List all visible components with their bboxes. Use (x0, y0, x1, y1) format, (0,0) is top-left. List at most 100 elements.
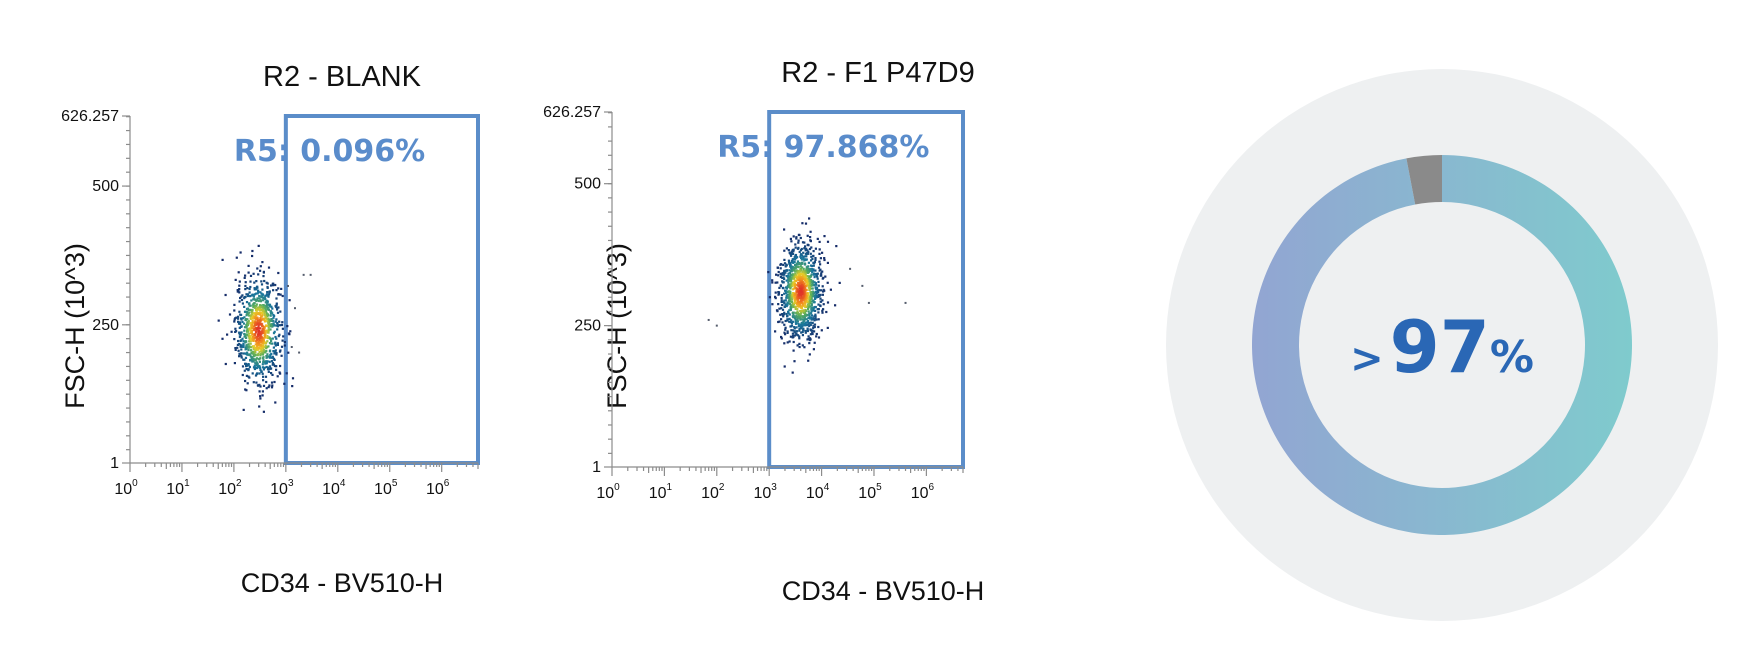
event-dot (798, 335, 801, 338)
event-dot (285, 372, 288, 375)
event-dot (268, 356, 271, 359)
event-dot (817, 266, 821, 269)
event-dot (242, 340, 245, 343)
event-dot (245, 363, 248, 366)
event-dot (265, 305, 268, 308)
event-dot (821, 309, 824, 312)
event-dot (793, 295, 796, 298)
event-dot (245, 344, 248, 347)
event-dot (804, 255, 807, 258)
x-tick-label: 102 (701, 482, 725, 502)
event-dot (251, 360, 254, 363)
event-dot (807, 250, 810, 253)
event-dot (256, 316, 259, 319)
event-dot (259, 291, 262, 294)
event-dot (270, 381, 274, 384)
event-dot (263, 366, 266, 369)
event-dot (247, 368, 250, 371)
event-dot (800, 306, 803, 309)
event-dot (794, 270, 797, 273)
event-dot (267, 322, 270, 325)
event-dot (267, 355, 270, 358)
event-dot (788, 320, 791, 323)
event-dot (243, 326, 247, 329)
event-dot (265, 324, 268, 327)
event-dot (785, 312, 788, 316)
event-dot (793, 327, 796, 330)
event-dot (806, 300, 809, 303)
event-dot (235, 330, 238, 333)
event-dot (270, 372, 273, 375)
event-dot (257, 337, 260, 341)
event-dot (794, 274, 797, 277)
event-dot (817, 295, 820, 298)
event-dot (247, 330, 250, 333)
event-dot (787, 275, 790, 278)
event-dot (796, 272, 799, 275)
event-dot (273, 380, 276, 384)
event-dot (785, 264, 788, 267)
event-dot (805, 279, 808, 282)
event-dot (261, 293, 264, 297)
event-dot (279, 310, 282, 313)
event-dot (791, 371, 794, 374)
event-dot (787, 259, 790, 262)
event-dot (257, 313, 260, 316)
event-dot (233, 362, 236, 365)
event-dot (249, 335, 252, 338)
event-dot (794, 307, 797, 310)
event-dot (240, 298, 244, 302)
event-dot (808, 280, 811, 283)
x-tick-label: 101 (649, 482, 673, 502)
y-tick-label: 500 (574, 176, 601, 193)
event-dot (806, 275, 809, 278)
event-dot (252, 360, 255, 363)
event-dot (238, 291, 241, 294)
event-dot (781, 321, 784, 324)
event-dot (826, 281, 829, 284)
event-dot (252, 298, 255, 301)
event-dot (817, 289, 821, 292)
event-dot (239, 334, 242, 337)
event-dot (826, 240, 830, 243)
event-dot (262, 275, 265, 278)
event-dot (260, 336, 263, 339)
event-dot (783, 302, 786, 305)
event-dot (814, 286, 817, 289)
event-dot (806, 234, 809, 237)
event-dot (276, 375, 279, 378)
event-dot (810, 264, 813, 267)
event-dot (780, 335, 783, 339)
event-dot (276, 323, 279, 326)
event-dot (238, 342, 241, 346)
event-dot (254, 306, 257, 309)
gate-r5-label: R5: 97.868% (717, 130, 929, 165)
event-dot (782, 313, 786, 316)
event-dot (240, 295, 243, 298)
event-dot (262, 299, 265, 302)
event-dot (793, 360, 796, 363)
event-dot (271, 337, 274, 340)
event-dot (799, 323, 803, 326)
event-dot (291, 377, 295, 380)
event-dot (801, 325, 804, 328)
event-dot (806, 277, 809, 281)
event-dot (806, 323, 809, 326)
event-dot (786, 303, 789, 306)
event-dot (260, 370, 263, 373)
event-dot (275, 324, 278, 327)
event-dot (242, 342, 245, 345)
event-dot (821, 311, 824, 314)
event-dot (264, 310, 268, 313)
event-dot (255, 381, 258, 384)
event-dot (302, 273, 305, 276)
event-dot (806, 249, 809, 252)
event-dot (823, 257, 826, 260)
event-dot (247, 313, 250, 316)
event-dot (797, 266, 800, 269)
event-dot (269, 353, 272, 356)
event-dot (278, 371, 281, 374)
event-dot (265, 336, 268, 339)
x-axis-label: CD34 - BV510-H (782, 576, 985, 606)
event-dot (309, 273, 312, 276)
